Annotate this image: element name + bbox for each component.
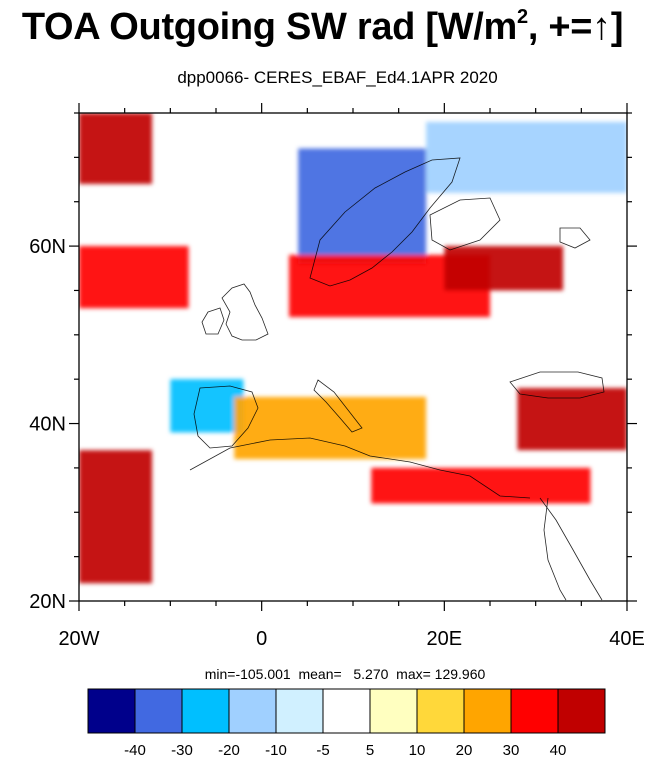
y-tick-label-0: 20N: [29, 591, 66, 613]
anomaly-region-8: [371, 467, 591, 504]
colorbar: -40 -30 -20 -10 -5 5 10 20 30 40: [87, 688, 606, 759]
colorbar-box-4: [275, 688, 324, 734]
colorbar-label-0: -40: [124, 742, 146, 759]
plot-title: TOA Outgoing SW rad [W/m2, +=↑]: [0, 6, 645, 49]
colorbar-box-7: [416, 688, 465, 734]
anomaly-region-5: [79, 246, 189, 309]
plot-subtitle: dpp0066- CERES_EBAF_Ed4.1APR 2020: [177, 68, 498, 87]
colorbar-box-8: [463, 688, 512, 734]
colorbar-box-1: [134, 688, 183, 734]
anomaly-region-10: [79, 450, 153, 584]
colorbar-box-0: [87, 688, 136, 734]
anomaly-region-2: [426, 121, 627, 193]
colorbar-box-2: [181, 688, 230, 734]
x-axis-labels: 20W 0 20E 40E: [58, 628, 644, 650]
y-tick-label-2: 60N: [29, 236, 66, 258]
x-tick-label-0: 20W: [58, 628, 99, 650]
title-exponent: 2: [517, 6, 528, 28]
anomaly-region-4: [444, 246, 564, 291]
colorbar-label-4: -5: [316, 742, 329, 759]
colorbar-box-9: [510, 688, 559, 734]
anomaly-region-11: [170, 512, 627, 601]
colorbar-label-3: -10: [265, 742, 287, 759]
colorbar-label-9: 40: [550, 742, 567, 759]
statistics-line: min=-105.001 mean= 5.270 max= 129.960: [204, 666, 486, 682]
anomaly-field: [79, 113, 627, 601]
x-tick-label-2: 20E: [427, 628, 463, 650]
y-axis-labels: 20N 40N 60N: [29, 236, 66, 613]
colorbar-label-7: 20: [456, 742, 473, 759]
anomaly-region-1: [298, 148, 427, 264]
anomaly-region-0: [79, 113, 153, 184]
anomaly-region-6: [170, 379, 244, 433]
title-main: TOA Outgoing SW rad [W/m: [21, 6, 517, 48]
colorbar-label-8: 30: [503, 742, 520, 759]
colorbar-label-2: -20: [218, 742, 240, 759]
coastlines: [189, 157, 605, 601]
x-tick-label-3: 40E: [609, 628, 645, 650]
colorbar-label-5: 5: [366, 742, 374, 759]
colorbar-box-3: [228, 688, 277, 734]
axis-ticks: [69, 103, 637, 611]
title-suffix: , +=↑]: [527, 6, 624, 48]
anomaly-region-9: [517, 388, 627, 451]
colorbar-box-5: [322, 688, 371, 734]
y-tick-label-1: 40N: [29, 414, 66, 436]
colorbar-label-6: 10: [409, 742, 426, 759]
colorbar-box-10: [557, 688, 606, 734]
colorbar-box-6: [369, 688, 418, 734]
x-tick-label-1: 0: [256, 628, 267, 650]
colorbar-label-1: -30: [171, 742, 193, 759]
